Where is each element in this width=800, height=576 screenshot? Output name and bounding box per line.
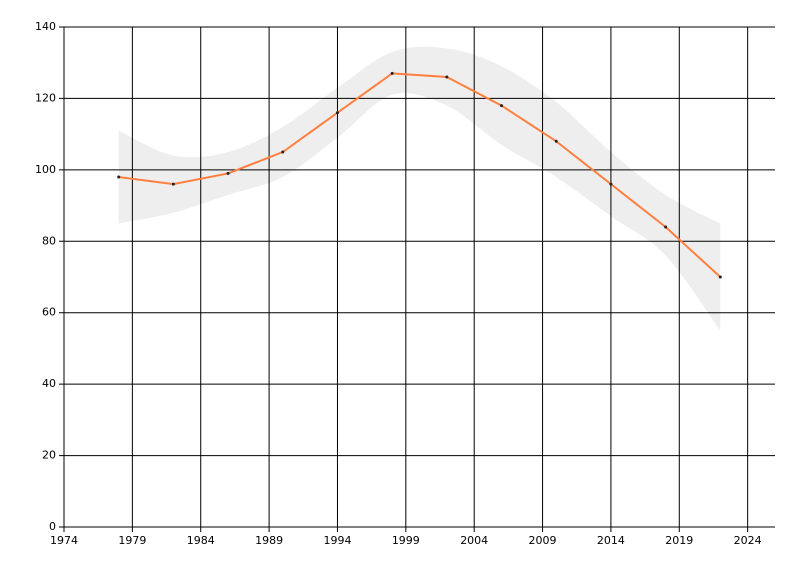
- y-tick-label: 20: [42, 449, 56, 462]
- y-tick-label: 60: [42, 306, 56, 319]
- point: [554, 139, 558, 143]
- point: [718, 275, 722, 279]
- y-tick-label: 80: [42, 234, 56, 247]
- point: [664, 225, 668, 229]
- y-tick-label: 120: [35, 91, 56, 104]
- point: [609, 182, 613, 186]
- x-tick-label: 1979: [118, 534, 146, 547]
- x-tick-label: 1994: [323, 534, 351, 547]
- point: [117, 175, 121, 179]
- line: [118, 72, 721, 278]
- x-tick-label: 1984: [187, 534, 215, 547]
- x-tick-label: 1974: [50, 534, 78, 547]
- y-tick-label: 140: [35, 20, 56, 33]
- x-tick-label: 2014: [597, 534, 625, 547]
- x-tick-label: 2024: [734, 534, 762, 547]
- y-tick-label: 40: [42, 377, 56, 390]
- point: [335, 111, 339, 115]
- x-tick-label: 2019: [665, 534, 693, 547]
- y-tick-label: 100: [35, 163, 56, 176]
- point: [445, 75, 449, 79]
- confidence-band: [118, 46, 721, 331]
- point: [390, 71, 394, 75]
- x-tick-label: 1989: [255, 534, 283, 547]
- x-tick-label: 1999: [392, 534, 420, 547]
- point: [226, 171, 230, 175]
- x-tick-label: 2004: [460, 534, 488, 547]
- point: [281, 150, 285, 154]
- y-tick-label: 0: [49, 520, 56, 533]
- x-tick-label: 2009: [529, 534, 557, 547]
- point: [500, 104, 504, 108]
- point: [171, 182, 175, 186]
